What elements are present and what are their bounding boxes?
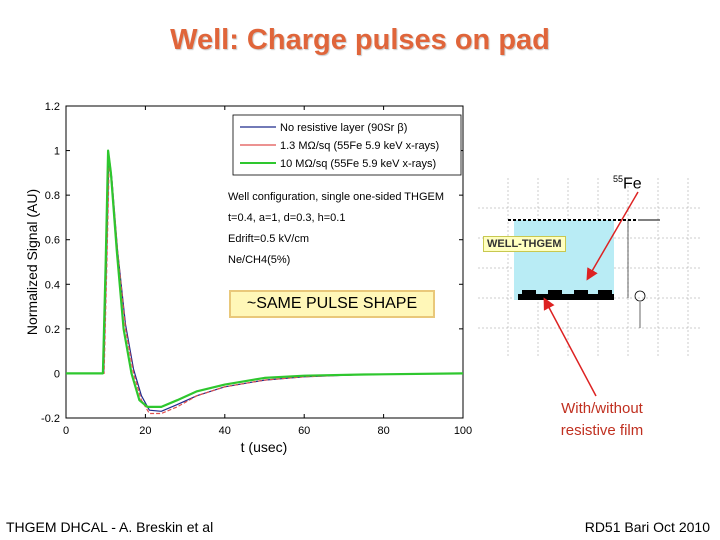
chart-annotations: Well configuration, single one-sided THG… <box>228 191 444 266</box>
legend: No resistive layer (90Sr β) 1.3 MΩ/sq (55… <box>240 122 439 170</box>
resistive-film-note: With/without resistive film <box>560 400 644 439</box>
series-line-2 <box>66 156 464 415</box>
slide-title: Well: Charge pulses on pad <box>170 24 550 56</box>
y-tick-label: 1.2 <box>45 101 60 113</box>
pad-3 <box>574 290 588 296</box>
x-tick-label: 60 <box>298 425 310 437</box>
x-tick-label: 80 <box>377 425 389 437</box>
same-pulse-shape-callout: ~SAME PULSE SHAPE <box>229 290 435 318</box>
y-tick-label: 0.6 <box>45 235 60 247</box>
x-tick-label: 20 <box>139 425 151 437</box>
chart-annotation-3: Edrift=0.5 kV/cm <box>228 233 309 245</box>
footer-right: RD51 Bari Oct 2010 <box>584 519 710 535</box>
well-thgem-label: WELL-THGEM <box>483 236 566 252</box>
footer-left: THGEM DHCAL - A. Breskin et al <box>6 519 214 535</box>
pad-4 <box>598 290 612 296</box>
legend-entry-1: No resistive layer (90Sr β) <box>280 122 407 134</box>
y-tick-label: 0.8 <box>45 190 60 202</box>
axis-ticks: 0 20 40 60 80 100-0.200.20.40.60.811.2 <box>41 101 472 437</box>
series-line-3 <box>66 149 464 408</box>
chart-annotation-2: t=0.4, a=1, d=0.3, h=0.1 <box>228 212 345 224</box>
y-tick-label: 0.4 <box>45 279 60 291</box>
x-axis-label: t (usec) <box>241 439 288 455</box>
y-tick-label: 0 <box>54 368 60 380</box>
chart-annotation-4: Ne/CH4(5%) <box>228 254 290 266</box>
drift-region <box>514 220 614 300</box>
voltage-source <box>634 290 646 302</box>
x-tick-label: 100 <box>454 425 472 437</box>
pad-2 <box>548 290 562 296</box>
fe55-source-label: 55Fe <box>613 174 642 193</box>
y-tick-label: 0.2 <box>45 324 60 336</box>
series-group <box>66 149 464 415</box>
y-axis-label: Normalized Signal (AU) <box>24 189 40 335</box>
legend-entry-3: 10 MΩ/sq (55Fe 5.9 keV x-rays) <box>280 158 436 170</box>
chart-annotation-1: Well configuration, single one-sided THG… <box>228 191 444 203</box>
well-thgem-diagram <box>478 178 700 358</box>
y-tick-label: -0.2 <box>41 413 60 425</box>
pad-1 <box>522 290 536 296</box>
detector-schematic <box>478 178 700 358</box>
thgem-electrode <box>518 294 614 300</box>
y-tick-label: 1 <box>54 146 60 158</box>
legend-entry-2: 1.3 MΩ/sq (55Fe 5.9 keV x-rays) <box>280 140 439 152</box>
x-tick-label: 0 <box>63 425 69 437</box>
x-tick-label: 40 <box>219 425 231 437</box>
